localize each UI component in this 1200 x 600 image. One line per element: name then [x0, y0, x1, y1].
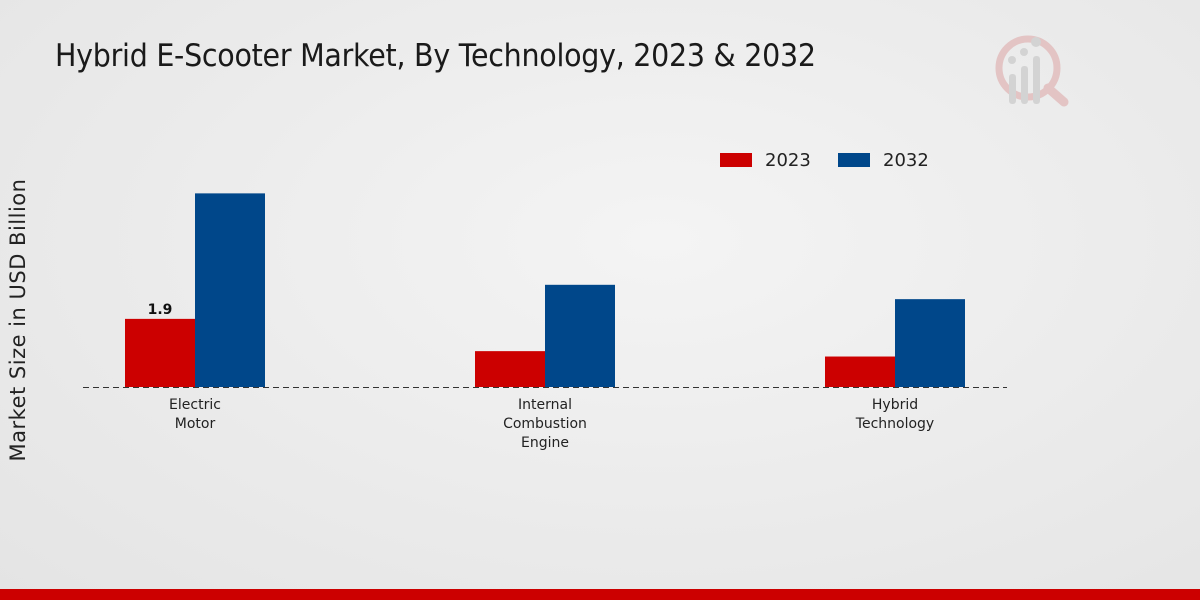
legend-swatch-2032 [838, 153, 870, 167]
footer-bar [0, 589, 1200, 600]
bar-2023-0 [125, 318, 195, 387]
data-label-0: 1.9 [148, 302, 173, 318]
bar-2023-1 [475, 351, 545, 387]
legend-label-2023: 2023 [765, 150, 811, 171]
bar-2032-0 [195, 193, 265, 387]
x-tick-labels: Electric Motor Internal Combustion Engine Hyb… [169, 397, 934, 451]
x-tick-label-line: Technology [855, 416, 934, 432]
bar-2032-2 [895, 299, 965, 387]
bars-group [125, 193, 965, 387]
x-tick-label-line: Internal [518, 397, 572, 413]
x-tick-label-line: Electric [169, 397, 221, 413]
bar-2032-1 [545, 284, 615, 387]
x-tick-label-2: Hybrid Technology [855, 397, 934, 432]
x-tick-label-1: Internal Combustion Engine [503, 397, 587, 451]
data-labels: 1.9 [148, 302, 173, 318]
x-tick-label-line: Motor [175, 416, 216, 432]
legend: 2023 2032 [720, 150, 929, 171]
legend-swatch-2023 [720, 153, 752, 167]
brand-logo-icon [995, 35, 1069, 107]
x-tick-label-line: Hybrid [872, 397, 918, 413]
bar-2023-2 [825, 356, 895, 387]
x-tick-label-line: Engine [521, 435, 569, 451]
chart-title: Hybrid E-Scooter Market, By Technology, … [55, 38, 816, 74]
x-tick-label-line: Combustion [503, 416, 587, 432]
legend-label-2032: 2032 [883, 150, 929, 171]
x-tick-label-0: Electric Motor [169, 397, 221, 432]
